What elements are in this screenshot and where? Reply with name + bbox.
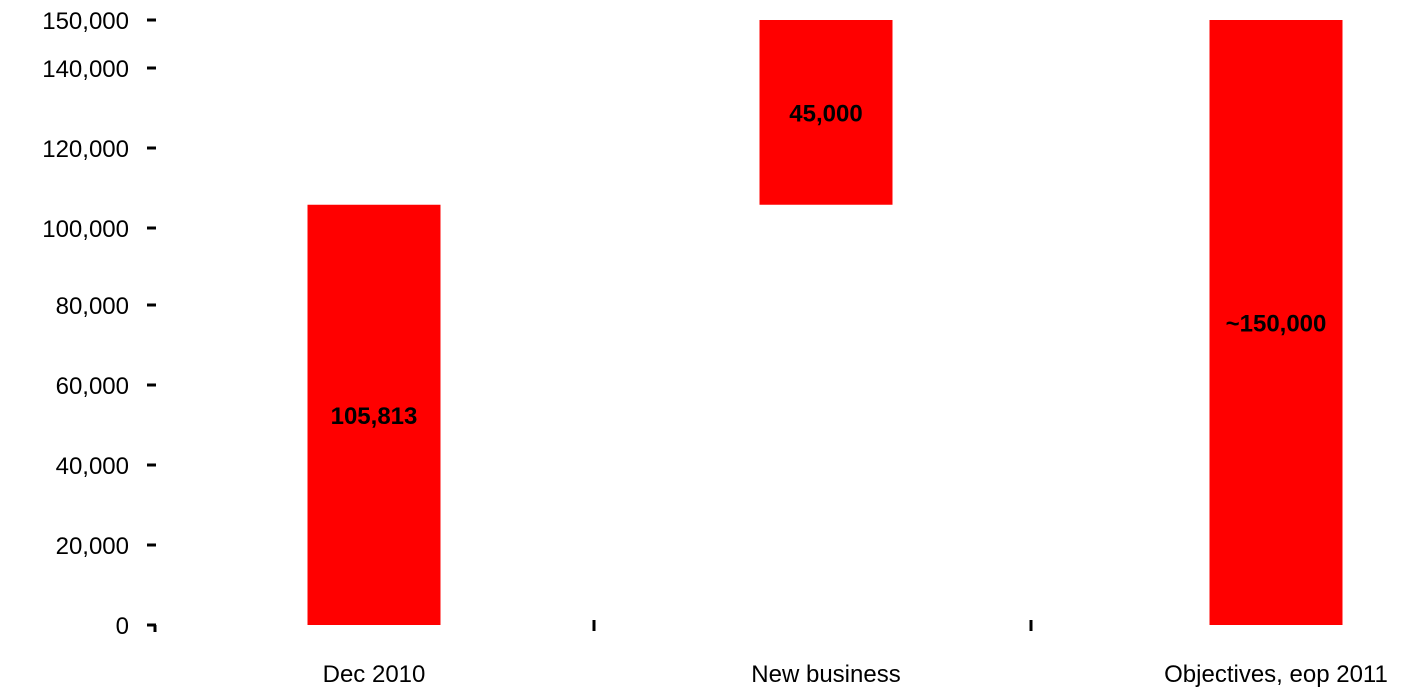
x-category-label: New business xyxy=(751,661,900,688)
y-tick-label: 80,000 xyxy=(56,293,129,320)
y-tick-label: 60,000 xyxy=(56,373,129,400)
x-category-label: Objectives, eop 2011 xyxy=(1164,661,1388,688)
x-category-label: Dec 2010 xyxy=(323,661,426,688)
y-tick-label: 140,000 xyxy=(42,56,129,83)
bar-data-label: ~150,000 xyxy=(1226,311,1327,338)
y-tick-label: 20,000 xyxy=(56,533,129,560)
y-tick-label: 100,000 xyxy=(42,216,129,243)
y-tick-label: 150,000 xyxy=(42,8,129,35)
bar-data-label: 105,813 xyxy=(331,403,418,430)
bar-3 xyxy=(1209,20,1343,625)
bar-data-label: 45,000 xyxy=(789,100,862,127)
y-tick-label: 40,000 xyxy=(56,453,129,480)
bar-1 xyxy=(307,204,441,626)
y-tick-label: 120,000 xyxy=(42,136,129,163)
bar-2 xyxy=(759,20,893,205)
y-tick-label: 0 xyxy=(116,613,129,640)
